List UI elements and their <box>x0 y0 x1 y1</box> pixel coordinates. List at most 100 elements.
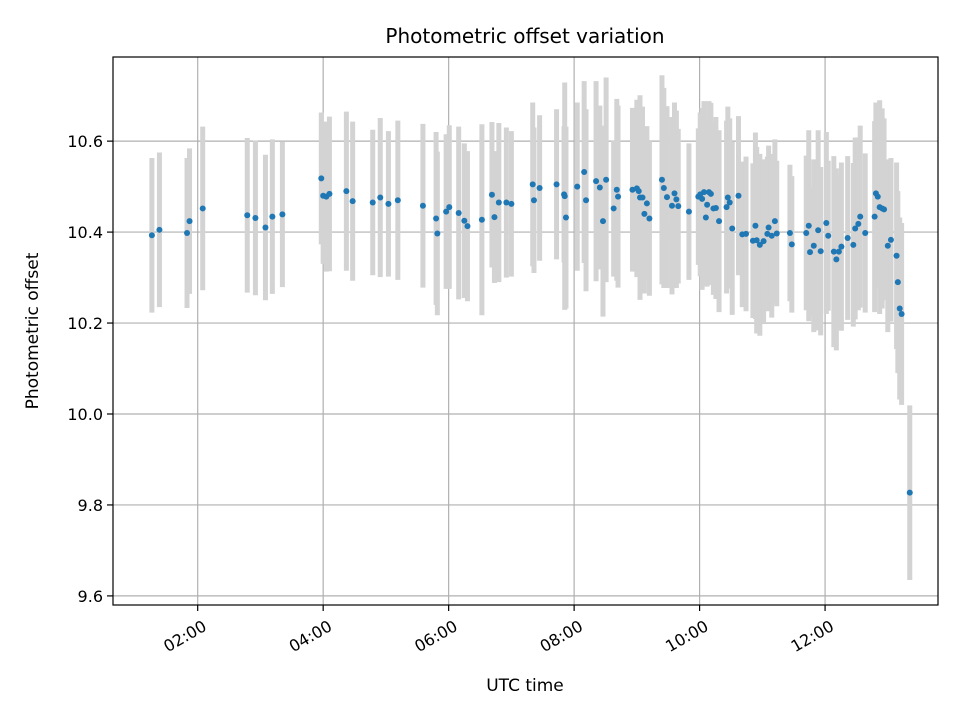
data-point <box>844 234 851 241</box>
data-point <box>419 202 426 209</box>
data-point <box>615 193 622 200</box>
data-points <box>148 169 913 496</box>
data-point <box>446 204 453 211</box>
data-point <box>699 195 706 202</box>
data-point <box>862 229 869 236</box>
data-point <box>148 232 155 239</box>
data-point <box>433 215 440 222</box>
data-point <box>702 214 709 221</box>
data-point <box>658 176 665 183</box>
y-tick-label: 9.6 <box>78 587 103 606</box>
data-point <box>318 175 325 182</box>
data-point <box>735 192 742 199</box>
data-point <box>906 489 913 496</box>
data-point <box>613 186 620 193</box>
data-point <box>262 224 269 231</box>
data-point <box>491 214 498 221</box>
data-point <box>807 249 814 256</box>
data-point <box>186 218 193 225</box>
data-point <box>771 218 778 225</box>
data-point <box>434 230 441 237</box>
data-point <box>752 222 759 229</box>
data-point <box>599 218 606 225</box>
data-point <box>855 220 862 227</box>
data-point <box>675 203 682 210</box>
data-point <box>562 214 569 221</box>
data-point <box>583 197 590 204</box>
data-point <box>786 229 793 236</box>
data-point <box>603 176 610 183</box>
data-point <box>723 204 730 211</box>
data-point <box>712 204 719 211</box>
data-point <box>830 248 837 255</box>
data-point <box>788 241 795 248</box>
data-point <box>887 236 894 243</box>
data-point <box>326 190 333 197</box>
data-point <box>716 218 723 225</box>
data-point <box>850 241 857 248</box>
data-point <box>553 181 560 188</box>
data-point <box>896 305 903 312</box>
data-point <box>729 225 736 232</box>
data-point <box>508 200 515 207</box>
y-axis-ticks: 9.6 9.8 10.0 10.2 10.4 10.6 <box>67 132 113 606</box>
data-point <box>852 225 859 232</box>
data-point <box>530 197 537 204</box>
data-point <box>671 190 678 197</box>
data-point <box>529 181 536 188</box>
data-point <box>561 193 568 200</box>
data-point <box>369 199 376 206</box>
data-point <box>464 223 471 230</box>
data-point <box>639 194 646 201</box>
data-point <box>700 189 707 196</box>
data-point <box>893 252 900 259</box>
data-point <box>823 219 830 226</box>
data-point <box>279 211 286 218</box>
data-point <box>596 184 603 191</box>
data-point <box>461 217 468 224</box>
data-point <box>765 224 772 231</box>
data-point <box>385 200 392 207</box>
data-point <box>635 188 642 195</box>
data-point <box>610 205 617 212</box>
data-point <box>726 199 733 206</box>
data-point <box>503 199 510 206</box>
data-point <box>349 198 356 205</box>
data-point <box>753 237 760 244</box>
data-point <box>394 197 401 204</box>
data-point <box>884 242 891 249</box>
data-point <box>663 194 670 201</box>
data-point <box>641 210 648 217</box>
y-tick-label: 10.0 <box>67 405 103 424</box>
data-point <box>244 212 251 219</box>
data-point <box>810 242 817 249</box>
x-axis-label: UTC time <box>486 676 564 696</box>
data-point <box>660 184 667 191</box>
data-point <box>768 232 775 239</box>
data-point <box>815 227 822 234</box>
data-point <box>488 191 495 198</box>
data-point <box>377 194 384 201</box>
y-axis-label: Photometric offset <box>23 252 43 409</box>
data-point <box>184 229 191 236</box>
data-point <box>894 279 901 286</box>
data-point <box>199 205 206 212</box>
data-point <box>704 201 711 208</box>
data-point <box>833 256 840 263</box>
data-point <box>668 202 675 209</box>
data-point <box>478 216 485 223</box>
y-tick-label: 10.4 <box>67 223 103 242</box>
data-point <box>825 232 832 239</box>
data-point <box>805 222 812 229</box>
data-point <box>871 213 878 220</box>
data-point <box>574 183 581 190</box>
y-tick-label: 10.6 <box>67 132 103 151</box>
data-point <box>455 209 462 216</box>
data-point <box>756 241 763 248</box>
y-tick-label: 9.8 <box>78 496 103 515</box>
data-point <box>443 208 450 215</box>
data-point <box>803 229 810 236</box>
data-point <box>156 226 163 233</box>
